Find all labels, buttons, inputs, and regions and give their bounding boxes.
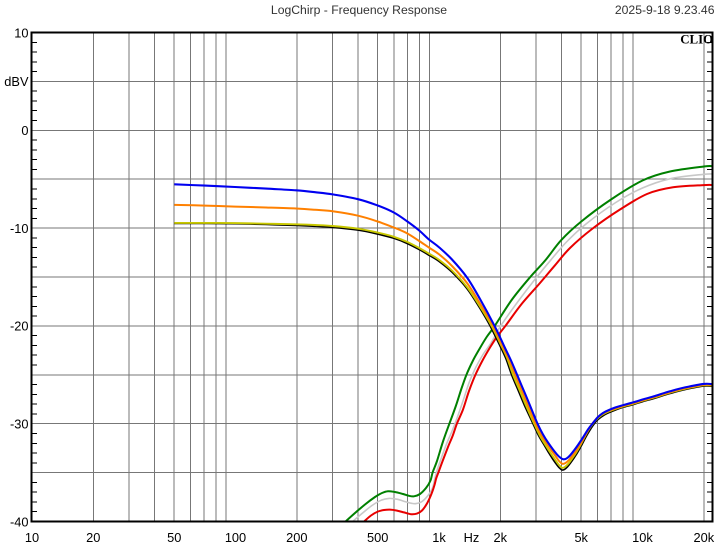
svg-text:200: 200: [286, 530, 307, 545]
svg-text:20: 20: [86, 530, 100, 545]
svg-text:-20: -20: [10, 319, 29, 334]
svg-text:-30: -30: [10, 417, 29, 432]
svg-text:-10: -10: [10, 221, 29, 236]
svg-text:20k: 20k: [693, 530, 714, 545]
svg-text:10: 10: [14, 25, 28, 40]
svg-text:Hz: Hz: [464, 530, 480, 545]
svg-text:500: 500: [367, 530, 388, 545]
svg-text:LogChirp - Frequency Response: LogChirp - Frequency Response: [271, 3, 447, 17]
svg-text:CLIO: CLIO: [680, 33, 713, 47]
svg-text:100: 100: [225, 530, 246, 545]
svg-text:2k: 2k: [494, 530, 508, 545]
svg-text:10: 10: [25, 530, 39, 545]
svg-text:-40: -40: [10, 514, 29, 529]
svg-text:10k: 10k: [632, 530, 653, 545]
svg-text:1k: 1k: [432, 530, 446, 545]
svg-text:50: 50: [167, 530, 181, 545]
svg-text:2025-9-18 9.23.46: 2025-9-18 9.23.46: [615, 3, 715, 17]
svg-text:5k: 5k: [574, 530, 588, 545]
svg-text:0: 0: [21, 123, 28, 138]
svg-text:dBV: dBV: [4, 74, 29, 89]
